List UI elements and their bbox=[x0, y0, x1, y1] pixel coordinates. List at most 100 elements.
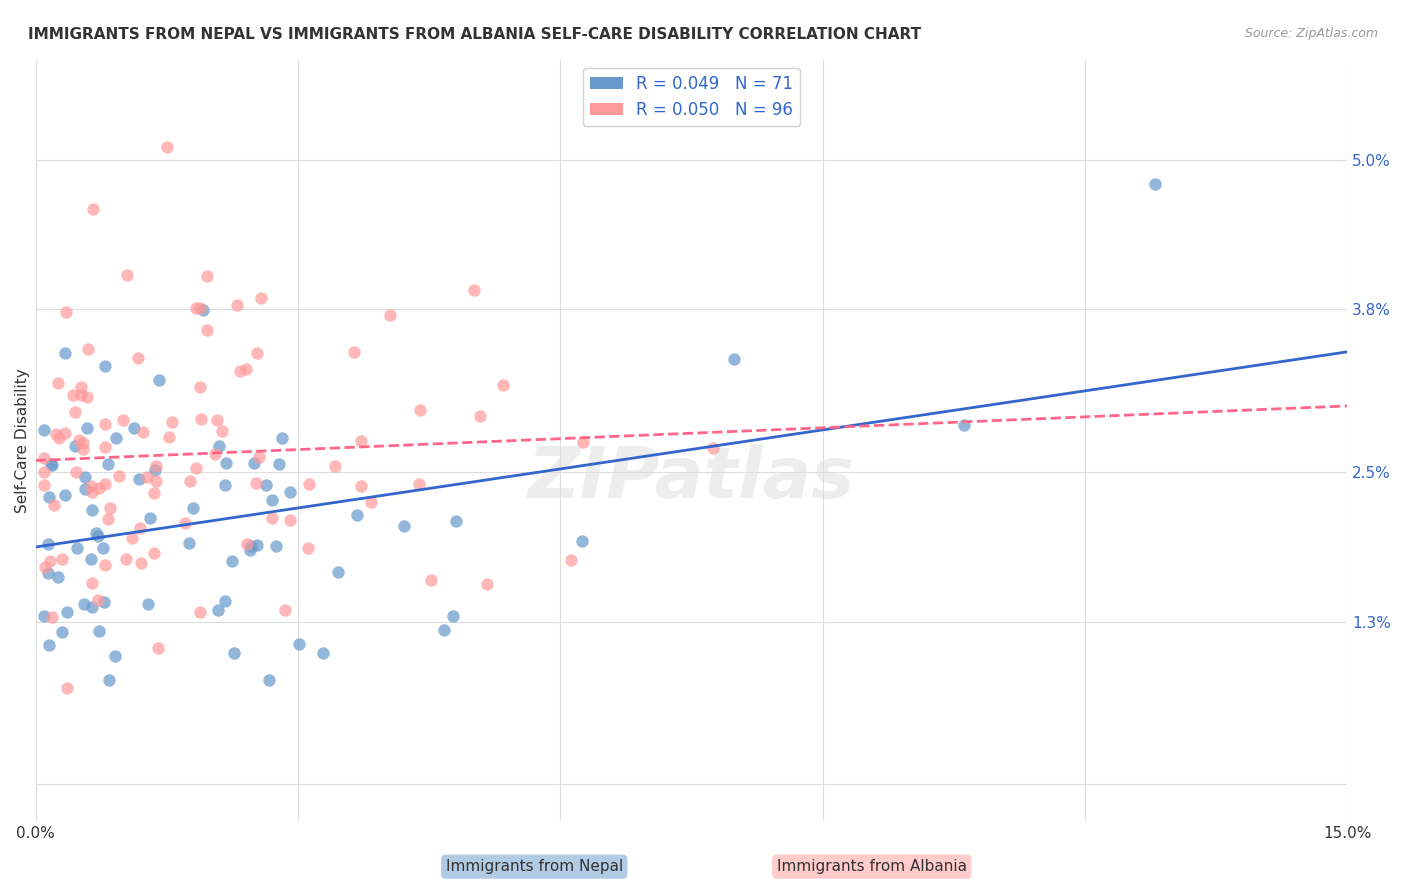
Point bbox=[97, 457, 120, 471]
Point bbox=[42, 498, 65, 512]
Point bbox=[145, 475, 167, 489]
Point bbox=[129, 557, 152, 571]
Point bbox=[184, 460, 207, 475]
Point bbox=[191, 302, 214, 317]
Point bbox=[70, 380, 93, 394]
Point bbox=[94, 359, 117, 373]
Point bbox=[179, 536, 201, 550]
Point bbox=[184, 301, 207, 316]
Point bbox=[75, 469, 97, 483]
Point bbox=[288, 637, 311, 651]
Point bbox=[65, 465, 87, 479]
Point bbox=[80, 503, 103, 517]
Point bbox=[63, 439, 86, 453]
Point bbox=[82, 202, 104, 216]
Point bbox=[34, 451, 56, 466]
Point bbox=[222, 646, 245, 660]
Point bbox=[98, 501, 121, 516]
Point bbox=[246, 538, 269, 552]
Point bbox=[257, 673, 280, 687]
Point bbox=[408, 477, 430, 491]
Point bbox=[236, 537, 259, 551]
Point bbox=[93, 595, 115, 609]
Point bbox=[156, 140, 179, 154]
Point bbox=[239, 539, 262, 553]
Point bbox=[72, 442, 94, 457]
Point bbox=[37, 566, 59, 580]
Point bbox=[80, 600, 103, 615]
Point bbox=[247, 450, 270, 465]
Point bbox=[143, 546, 166, 560]
Point bbox=[190, 412, 212, 426]
Point bbox=[34, 559, 56, 574]
Point bbox=[160, 415, 183, 429]
Point bbox=[114, 551, 136, 566]
Point bbox=[477, 577, 499, 591]
Point bbox=[463, 283, 485, 297]
Point bbox=[73, 482, 96, 496]
Point bbox=[215, 456, 238, 470]
Point bbox=[115, 268, 138, 283]
Point bbox=[104, 648, 127, 663]
Point bbox=[56, 606, 79, 620]
Point bbox=[132, 425, 155, 440]
Point bbox=[46, 570, 69, 584]
Point bbox=[433, 623, 456, 637]
Point bbox=[571, 534, 593, 549]
Point bbox=[214, 594, 236, 608]
Point bbox=[128, 473, 150, 487]
Point bbox=[188, 301, 211, 315]
Point bbox=[235, 362, 257, 376]
Point bbox=[560, 552, 582, 566]
Point bbox=[41, 458, 63, 472]
Point bbox=[242, 456, 264, 470]
Point bbox=[87, 624, 110, 638]
Point bbox=[136, 470, 159, 484]
Point bbox=[214, 477, 236, 491]
Legend: R = 0.049   N = 71, R = 0.050   N = 96: R = 0.049 N = 71, R = 0.050 N = 96 bbox=[583, 68, 800, 126]
Point bbox=[278, 513, 301, 527]
Point bbox=[278, 485, 301, 500]
Point bbox=[207, 439, 229, 453]
Point bbox=[48, 431, 70, 445]
Point bbox=[392, 518, 415, 533]
Point bbox=[87, 481, 110, 495]
Point bbox=[350, 479, 373, 493]
Point bbox=[571, 435, 593, 450]
Point bbox=[70, 388, 93, 402]
Point bbox=[38, 639, 60, 653]
Point bbox=[80, 575, 103, 590]
Point bbox=[128, 521, 150, 535]
Point bbox=[468, 409, 491, 424]
Point bbox=[702, 442, 724, 456]
Point bbox=[84, 525, 107, 540]
Point bbox=[93, 440, 115, 454]
Point bbox=[94, 417, 117, 431]
Point bbox=[250, 291, 273, 305]
Point bbox=[127, 351, 149, 366]
Text: Immigrants from Albania: Immigrants from Albania bbox=[776, 859, 967, 874]
Point bbox=[274, 603, 297, 617]
Point bbox=[211, 424, 233, 438]
Point bbox=[226, 298, 249, 312]
Point bbox=[157, 430, 180, 444]
Point bbox=[197, 268, 219, 283]
Point bbox=[350, 434, 373, 448]
Point bbox=[204, 447, 226, 461]
Point bbox=[53, 346, 76, 360]
Point bbox=[38, 554, 60, 568]
Point bbox=[323, 459, 346, 474]
Point bbox=[80, 479, 103, 493]
Point bbox=[245, 346, 267, 360]
Point bbox=[79, 552, 101, 566]
Point bbox=[264, 539, 287, 553]
Point bbox=[86, 529, 108, 543]
Point bbox=[298, 477, 321, 491]
Point bbox=[97, 673, 120, 688]
Point bbox=[195, 323, 218, 337]
Point bbox=[148, 641, 170, 656]
Point bbox=[76, 390, 98, 404]
Point bbox=[66, 541, 89, 555]
Point bbox=[267, 457, 290, 471]
Point bbox=[136, 597, 159, 611]
